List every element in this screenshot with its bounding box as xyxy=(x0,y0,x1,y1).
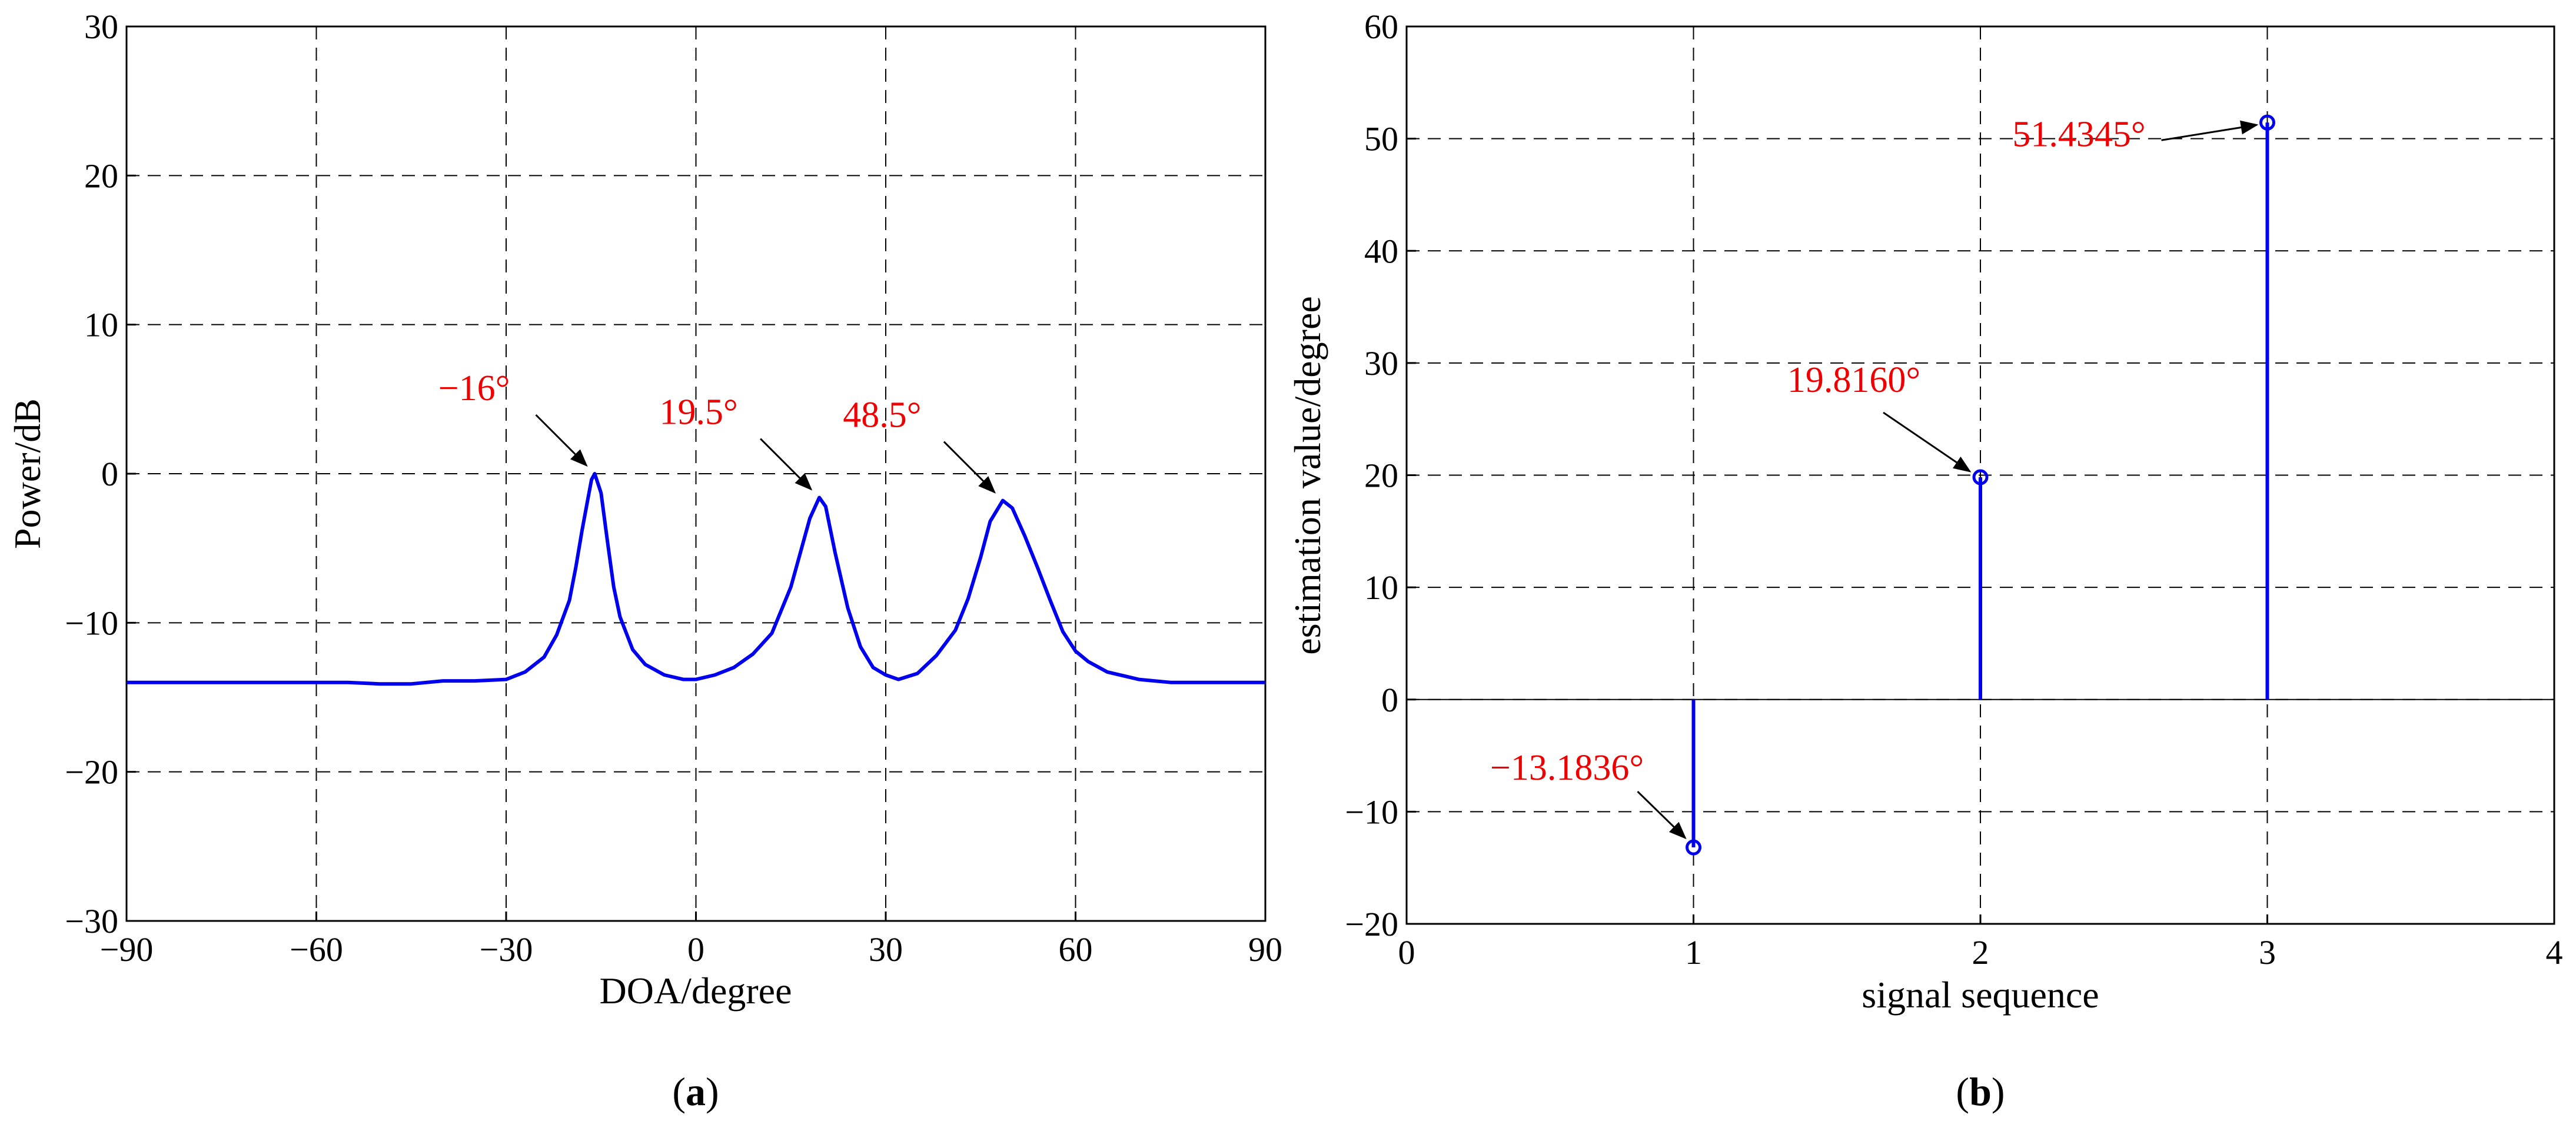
b-y-tick-label: 0 xyxy=(1381,681,1398,719)
a-y-tick-label: 20 xyxy=(84,157,118,195)
a-x-tick-label: −90 xyxy=(100,930,154,969)
a-y-tick-label: 10 xyxy=(84,306,118,344)
b-y-tick-label: 60 xyxy=(1364,8,1398,46)
panel-b-caption: (b) xyxy=(1956,1069,2005,1114)
b-annotation-arrow xyxy=(1637,790,1687,840)
a-y-tick-label: −10 xyxy=(65,604,118,642)
panel-b-grid xyxy=(1407,26,2554,924)
a-x-tick-label: 0 xyxy=(687,930,704,969)
panel-a-grid xyxy=(127,26,1265,921)
a-annotation-arrow xyxy=(535,414,588,467)
b-annotation-arrow xyxy=(1883,411,1972,473)
a-x-tick-label: −30 xyxy=(480,930,533,969)
panel-a-y-ticks: −30 −20 −10 0 10 20 30 xyxy=(65,8,136,940)
a-x-tick-label: 60 xyxy=(1059,930,1093,969)
a-x-tick-label: 90 xyxy=(1248,930,1282,969)
b-y-tick-label: 20 xyxy=(1364,457,1398,495)
panel-a-x-ticks: −90 −60 −30 0 30 60 90 xyxy=(100,912,1282,969)
panel-b-y-ticks: −20 −10 0 10 20 30 40 50 60 xyxy=(1345,8,1416,943)
b-y-tick-label: 50 xyxy=(1364,120,1398,158)
b-x-tick-label: 1 xyxy=(1685,933,1702,972)
b-x-tick-label: 2 xyxy=(1972,933,1989,972)
b-y-tick-label: 30 xyxy=(1364,344,1398,382)
panel-b-x-axis-label: signal sequence xyxy=(1862,974,2099,1016)
a-x-tick-label: −60 xyxy=(290,930,343,969)
panel-b-x-ticks: 0 1 2 3 4 xyxy=(1398,914,2563,972)
panel-a-caption: (a) xyxy=(672,1069,719,1114)
b-stem-marker xyxy=(1686,839,1701,856)
a-y-tick-label: −20 xyxy=(65,753,118,791)
b-x-tick-label: 4 xyxy=(2546,933,2563,972)
b-annotation-arrow xyxy=(2161,120,2259,141)
b-y-tick-label: 40 xyxy=(1364,232,1398,270)
panel-b-stem-chart: 0 1 2 3 4 −20 −10 0 10 20 30 40 50 60 −13.1836° 19.81… xyxy=(1287,8,2563,1114)
b-y-tick-label: −10 xyxy=(1345,793,1398,831)
panel-a-line-chart: −90 −60 −30 0 30 60 90 −30 −20 −10 0 10 20 30 −16° 19… xyxy=(6,8,1282,1114)
panel-a-x-axis-label: DOA/degree xyxy=(600,970,792,1012)
a-annotation-label: −16° xyxy=(438,368,510,408)
a-annotation-label: 19.5° xyxy=(659,392,737,433)
b-y-tick-label: −20 xyxy=(1345,905,1398,943)
a-annotation-arrow xyxy=(943,441,996,494)
a-x-tick-label: 30 xyxy=(869,930,903,969)
panel-a-annotations: −16° 19.5° 48.5° xyxy=(438,368,996,494)
a-y-tick-label: 0 xyxy=(101,455,118,493)
a-annotation-label: 48.5° xyxy=(843,395,921,435)
b-y-tick-label: 10 xyxy=(1364,568,1398,607)
panel-b-y-axis-label: estimation value/degree xyxy=(1287,296,1328,655)
b-annotation-label: 19.8160° xyxy=(1787,360,1920,400)
panel-b-annotations: −13.1836° 19.8160° 51.4345° xyxy=(1490,114,2259,840)
b-stem-marker xyxy=(2259,114,2275,131)
b-annotation-label: −13.1836° xyxy=(1490,748,1644,788)
b-stem-marker xyxy=(1972,469,1989,485)
b-annotation-label: 51.4345° xyxy=(2012,114,2145,154)
a-annotation-arrow xyxy=(760,438,813,491)
b-x-tick-label: 0 xyxy=(1398,933,1415,972)
a-y-tick-label: 30 xyxy=(84,8,118,46)
b-x-tick-label: 3 xyxy=(2259,933,2276,972)
panel-a-spectrum-line xyxy=(127,472,1265,686)
a-y-tick-label: −30 xyxy=(65,902,118,940)
panel-a-y-axis-label: Power/dB xyxy=(6,398,48,549)
panel-b-stems xyxy=(1686,114,2275,856)
